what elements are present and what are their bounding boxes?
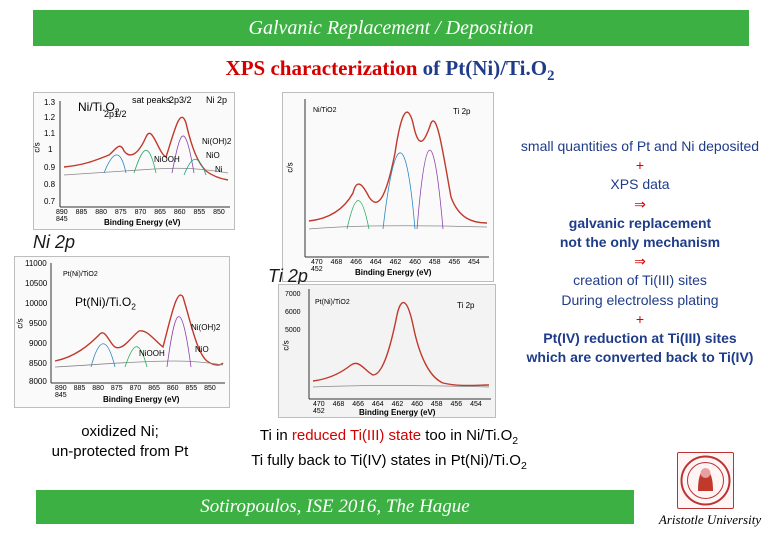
ni-caption: oxidized Ni; un-protected from Pt — [20, 422, 220, 462]
subtitle-prefix: XPS characterization — [225, 56, 418, 80]
ni-top-peak-nio: NiO — [206, 151, 220, 160]
ni-bottom-spectrum: Pt(Ni)/TiO2 Pt(Ni)/Ti.O2 Ni(OH)2 NiOOH N… — [14, 256, 230, 408]
ni-top-sample-label: Ni/Ti.O2 — [78, 100, 120, 117]
ni-caption-line-1: oxidized Ni; — [81, 423, 159, 440]
university-logo — [677, 452, 734, 509]
subtitle-formula: Pt(Ni)/Ti.O2 — [445, 56, 555, 85]
footer-citation: Sotiropoulos, ISE 2016, The Hague — [36, 490, 634, 524]
ti-bottom-spectrum: Pt(Ni)/TiO2 Ti 2p 7000 6000 5000 c/s 470… — [278, 284, 496, 418]
conclusion-line-5: creation of Ti(III) sites — [573, 272, 707, 289]
ni-bottom-xaxis: Binding Energy (eV) — [103, 395, 180, 404]
ti-top-sample-label: Ni/TiO2 — [313, 107, 337, 114]
conclusion-line-6: During electroless plating — [561, 291, 719, 308]
ni-bottom-small-label: Pt(Ni)/TiO2 — [63, 271, 98, 278]
ni-top-spectrum: Ni/Ti.O2 sat peaks 2p3/2 Ni 2p 2p1/2 Ni(… — [33, 92, 235, 230]
ni-top-ytick-0: 1.3 — [44, 98, 56, 107]
ni-top-ytick-4: 0.9 — [44, 163, 56, 172]
ti-bottom-sample-label: Pt(Ni)/TiO2 — [315, 299, 350, 306]
ti-bottom-ytick-1: 6000 — [285, 309, 301, 316]
university-name: Aristotle University — [658, 512, 762, 527]
header-title: Galvanic Replacement / Deposition — [33, 10, 749, 46]
conclusion-plus-2: + — [635, 310, 645, 327]
ti-top-xticks: 470 468 466 464 462 460 458 456 454 452 — [311, 259, 480, 273]
ti-top-xaxis: Binding Energy (eV) — [355, 268, 432, 277]
ti-bottom-ytick-0: 7000 — [285, 291, 301, 298]
ni-bottom-ytick-2: 10000 — [25, 299, 48, 308]
ni-top-ytick-2: 1.1 — [44, 129, 56, 138]
ni-bottom-peak-niohh: Ni(OH)2 — [191, 323, 221, 332]
conclusion-line-4: not the only mechanism — [559, 234, 721, 251]
conclusion-line-2: XPS data — [610, 176, 670, 193]
ti-top-corner-label: Ti 2p — [453, 107, 471, 116]
ti-caption-line-1: Ti in reduced Ti(III) state too in Ni/Ti… — [259, 427, 519, 447]
ti-top-yunit: c/s — [285, 162, 295, 173]
ni-bottom-xticks: 890 885 880 875 870 865 860 855 850 845 — [55, 385, 216, 399]
ni-bottom-sample-label: Pt(Ni)/Ti.O2 — [75, 295, 136, 312]
ni-top-yunit: c/s — [32, 142, 42, 153]
ti-bottom-ytick-2: 5000 — [285, 327, 301, 334]
ni-bottom-yunit: c/s — [15, 318, 25, 329]
subtitle-of: of — [422, 56, 441, 80]
conclusion-line-1: small quantities of Pt and Ni deposited — [520, 138, 760, 154]
ti-top-spectrum: Ni/TiO2 Ti 2p c/s 470 468 466 464 462 46… — [282, 92, 494, 282]
ni-top-ytick-5: 0.8 — [44, 180, 56, 189]
conclusion-implies-2: ⇒ — [634, 253, 646, 270]
slide-subtitle: XPS characterization of Pt(Ni)/Ti.O2 — [0, 56, 780, 85]
ni-2p-label: Ni 2p — [33, 232, 76, 252]
ni-top-peak-niooh: NiOOH — [154, 155, 180, 164]
ni-top-ytick-1: 1.2 — [44, 113, 56, 122]
ni-bottom-ytick-3: 9500 — [29, 319, 47, 328]
ni-bottom-ytick-6: 8000 — [29, 377, 47, 386]
ni-bottom-ytick-5: 8500 — [29, 359, 47, 368]
conclusion-line-3: galvanic replacement — [568, 214, 712, 231]
ni-bottom-peak-nio: NiO — [195, 345, 209, 354]
conclusion-line-7: Pt(IV) reduction at Ti(III) sites — [543, 330, 737, 347]
ni-top-xticks: 890 885 880 875 870 865 860 855 850 845 — [56, 209, 225, 223]
ti-bottom-yunit: c/s — [281, 340, 291, 351]
ni-top-peak-niohh: Ni(OH)2 — [202, 137, 232, 146]
ti-caption-line-2: Ti fully back to Ti(IV) states in Pt(Ni)… — [251, 452, 527, 472]
ti-2p-label: Ti 2p — [268, 266, 308, 286]
ti-bottom-xaxis: Binding Energy (eV) — [359, 408, 436, 417]
ni-top-peak-23: 2p3/2 — [169, 95, 192, 105]
conclusion-implies-1: ⇒ — [634, 195, 646, 212]
ni-bottom-ytick-0: 11000 — [25, 259, 47, 268]
ni-top-peak-ni: Ni 2p — [206, 95, 228, 105]
ni-top-peak-12: 2p1/2 — [104, 109, 127, 119]
ni-top-ytick-3: 1 — [48, 145, 53, 154]
conclusion-line-8: which are converted back to Ti(IV) — [526, 349, 754, 366]
ti-bottom-corner-label: Ti 2p — [457, 301, 475, 310]
ti-caption: Ti in reduced Ti(III) state too in Ni/Ti… — [214, 426, 564, 476]
ni-top-peak-sat: sat peaks — [132, 95, 171, 105]
ni-top-ytick-6: 0.7 — [44, 197, 56, 206]
ni-caption-line-2: un-protected from Pt — [51, 443, 189, 460]
ni-bottom-ytick-1: 10500 — [25, 279, 48, 288]
ni-top-peak-ni-metal: Ni — [215, 165, 223, 174]
ni-bottom-ytick-4: 9000 — [29, 339, 47, 348]
ti-bottom-xticks: 470 468 466 464 462 460 458 456 454 452 — [313, 401, 482, 415]
conclusion-plus-1: + — [635, 157, 645, 174]
conclusion-text: small quantities of Pt and Ni deposited … — [503, 137, 777, 367]
ni-top-xaxis: Binding Energy (eV) — [104, 218, 181, 227]
ni-bottom-peak-niooh: NiOOH — [139, 349, 165, 358]
